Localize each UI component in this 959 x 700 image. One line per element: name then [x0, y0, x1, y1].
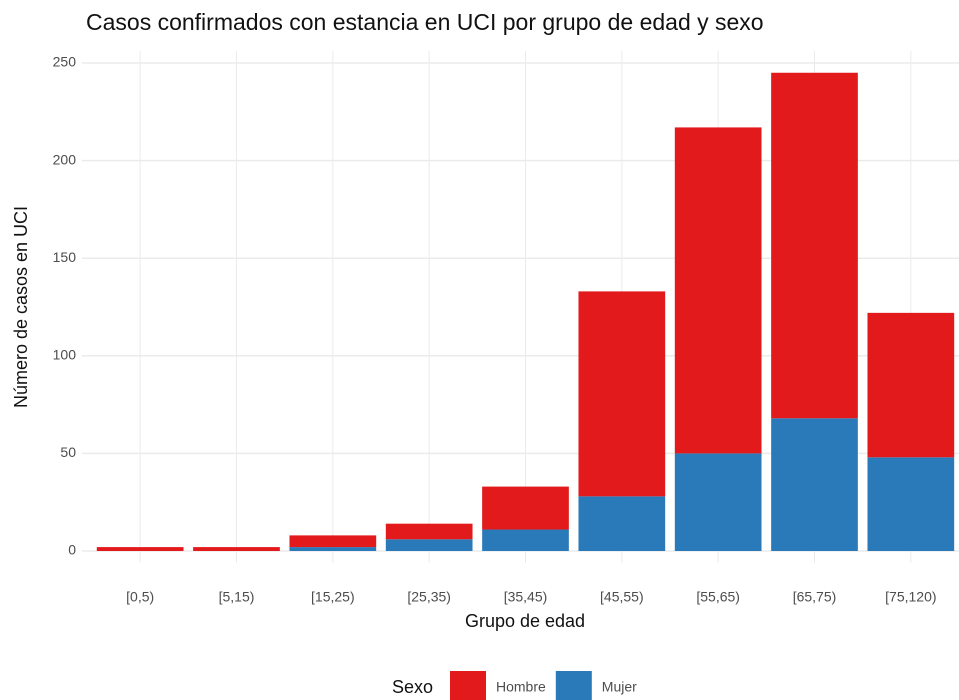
bar: [385, 539, 473, 551]
bar: [771, 418, 858, 551]
bar: [867, 457, 955, 551]
legend-swatch: [555, 671, 592, 700]
legend-swatch: [450, 671, 486, 700]
y-tick-label: 50: [60, 444, 76, 460]
bar: [674, 127, 762, 454]
x-tick-label: [55,65): [696, 589, 740, 605]
bar: [193, 547, 280, 551]
y-tick-label: 200: [53, 151, 77, 167]
bar: [482, 529, 569, 551]
x-tick-label: [75,120): [885, 589, 936, 605]
x-tick-label: [25,35): [407, 589, 451, 605]
legend-label: Hombre: [496, 679, 546, 695]
legend-title: Sexo: [392, 677, 433, 697]
chart-title: Casos confirmados con estancia en UCI po…: [86, 9, 764, 35]
x-tick-label: [65,75): [793, 589, 837, 605]
x-axis-title: Grupo de edad: [465, 611, 585, 631]
x-tick-label: [15,25): [311, 589, 355, 605]
y-tick-label: 250: [53, 54, 77, 70]
bar: [578, 291, 666, 497]
bar: [289, 535, 377, 548]
bar: [289, 547, 377, 551]
bar: [867, 312, 955, 458]
y-axis-title: Número de casos en UCI: [11, 206, 31, 408]
bar: [771, 72, 858, 419]
bar: [578, 496, 666, 551]
bar: [385, 523, 473, 540]
legend-label: Mujer: [602, 679, 637, 695]
bar: [674, 453, 762, 551]
x-tick-label: [0,5): [126, 589, 154, 605]
y-tick-label: 100: [53, 347, 77, 363]
x-tick-label: [45,55): [600, 589, 644, 605]
y-tick-label: 150: [53, 249, 77, 265]
bar: [482, 486, 569, 530]
bar: [96, 547, 184, 551]
x-tick-label: [35,45): [504, 589, 548, 605]
x-tick-label: [5,15): [219, 589, 255, 605]
y-tick-label: 0: [68, 542, 76, 558]
